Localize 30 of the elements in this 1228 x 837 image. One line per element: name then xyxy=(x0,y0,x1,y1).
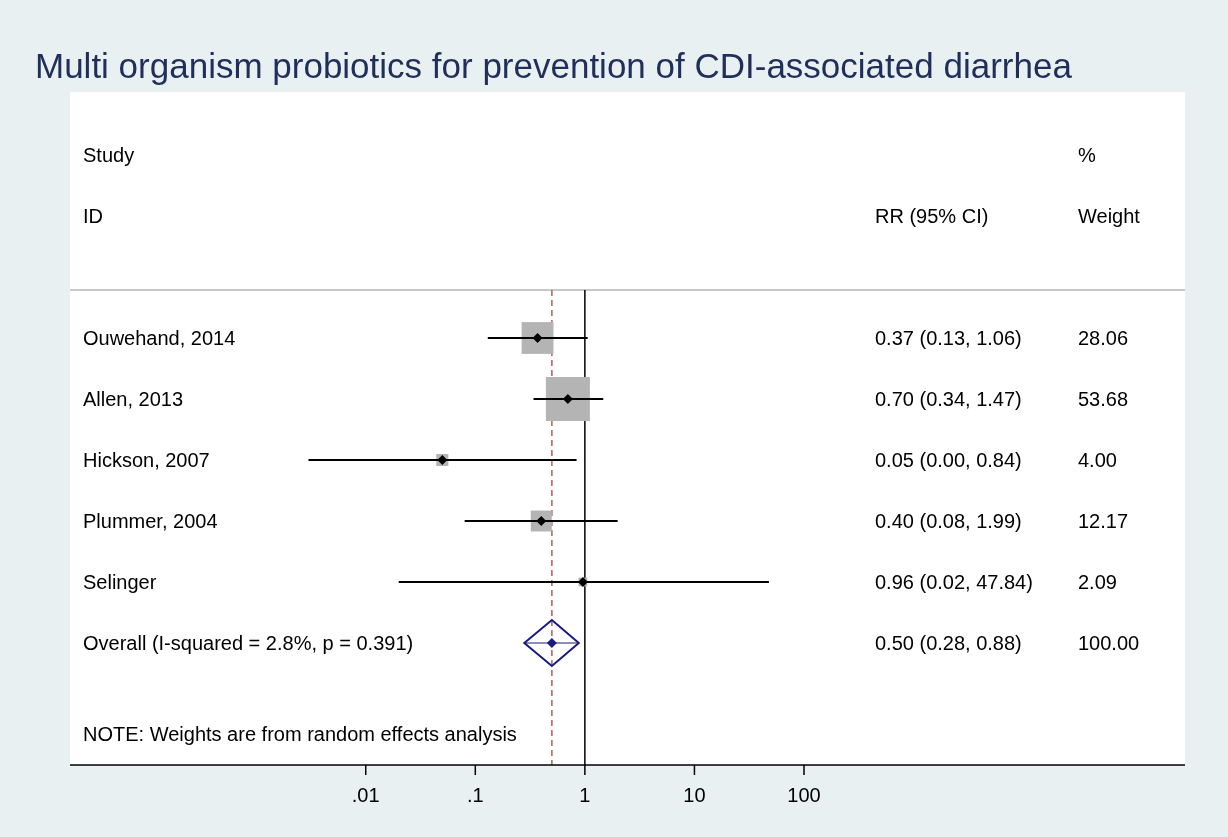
text: ID xyxy=(83,205,103,227)
text: NOTE: Weights are from random effects analysis xyxy=(83,723,517,745)
annotation: 0.37 (0.13, 1.06) xyxy=(875,327,1022,349)
text: % xyxy=(1078,144,1096,166)
x-tick-label: .1 xyxy=(466,784,484,806)
x-tick-label: 1 xyxy=(579,784,591,806)
text: Study xyxy=(83,144,135,166)
x-tick-label: 100 xyxy=(787,784,821,806)
annotation: 0.40 (0.08, 1.99) xyxy=(875,510,1022,532)
annotation: 0.96 (0.02, 47.84) xyxy=(875,571,1033,593)
y-tick-label: Overall (I-squared = 2.8%, p = 0.391) xyxy=(83,632,414,654)
y-tick-label: Allen, 2013 xyxy=(83,388,184,410)
annotation: 0.05 (0.00, 0.84) xyxy=(875,449,1022,471)
y-tick-label: Selinger xyxy=(83,571,157,593)
annotation: 2.09 xyxy=(1078,571,1117,593)
x-tick-label: 10 xyxy=(683,784,706,806)
text: Weight xyxy=(1078,205,1141,227)
y-tick-label: Ouwehand, 2014 xyxy=(83,327,236,349)
annotation: 100.00 xyxy=(1078,632,1140,654)
y-tick-label: Plummer, 2004 xyxy=(83,510,218,532)
annotation: 4.00 xyxy=(1078,449,1117,471)
annotation: 53.68 xyxy=(1078,388,1129,410)
annotation: 12.17 xyxy=(1078,510,1129,532)
text: RR (95% CI) xyxy=(875,205,989,227)
y-tick-label: Hickson, 2007 xyxy=(83,449,210,471)
annotation: 0.50 (0.28, 0.88) xyxy=(875,632,1022,654)
annotation: 0.70 (0.34, 1.47) xyxy=(875,388,1022,410)
annotation: 28.06 xyxy=(1078,327,1129,349)
chart-title: Multi organism probiotics for prevention of CDI-associated diarrhea xyxy=(35,46,1073,85)
x-tick-label: .01 xyxy=(351,784,380,806)
